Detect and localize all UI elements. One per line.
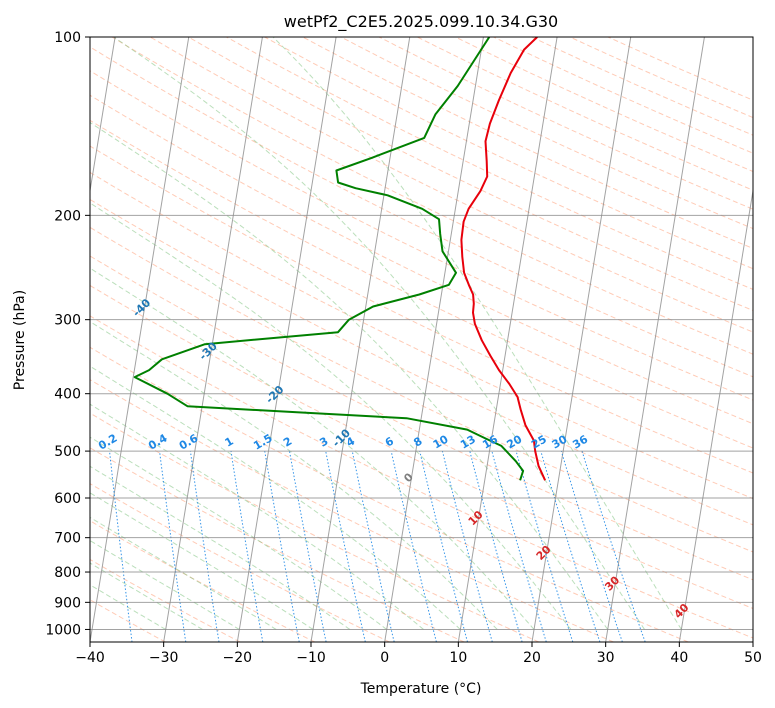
mixing-ratio-line	[325, 451, 366, 642]
y-tick-label: 1000	[45, 622, 81, 638]
x-tick-label: −30	[149, 650, 179, 666]
isotherm	[310, 37, 411, 642]
isotherm	[605, 37, 705, 642]
dry-adiabat	[493, 37, 753, 154]
isotherm	[531, 37, 632, 642]
moist-adiabat	[90, 492, 314, 630]
dry-adiabat	[90, 46, 753, 378]
plot-background	[90, 37, 753, 642]
isotherm	[236, 37, 337, 642]
y-tick-label: 800	[54, 565, 81, 581]
dry-adiabat	[455, 37, 753, 173]
mixing-ratio-line	[419, 450, 468, 642]
x-tick-label: 20	[523, 650, 541, 666]
dry-adiabat	[111, 37, 753, 355]
y-tick-label: 900	[54, 595, 81, 611]
y-tick-label: 200	[54, 208, 81, 224]
y-tick-label: 300	[54, 313, 81, 329]
temperature-line	[460, 37, 547, 481]
moist-adiabat	[272, 37, 682, 630]
x-tick-label: −40	[75, 650, 105, 666]
moist-adiabat	[90, 121, 609, 630]
mixing-ratio-line	[351, 451, 395, 642]
background-lines	[90, 37, 753, 642]
isotherm	[90, 37, 116, 194]
mixing-ratio-line	[540, 450, 601, 642]
dry-adiabat	[340, 37, 753, 230]
y-tick-label: 500	[54, 444, 81, 460]
dry-adiabat	[90, 315, 753, 639]
moist-adiabat	[90, 202, 572, 630]
mixing-ratio-line	[441, 450, 493, 642]
y-tick-label: 600	[54, 491, 81, 507]
mixing-ratio-line	[560, 450, 623, 642]
moist-adiabat	[90, 321, 498, 630]
dry-adiabat	[264, 37, 753, 270]
dry-adiabat	[90, 346, 689, 642]
moist-adiabat	[90, 403, 424, 630]
x-axis-label: Temperature (°C)	[360, 681, 482, 697]
isotherm	[384, 37, 484, 642]
y-tick-label: 400	[54, 387, 81, 403]
dry-adiabat	[90, 520, 315, 642]
dry-adiabat	[90, 284, 753, 610]
y-tick-label: 100	[54, 30, 81, 46]
dewpoint-line	[133, 37, 525, 481]
plot-frame	[89, 36, 754, 643]
dry-adiabat	[90, 198, 753, 526]
moist-adiabat	[90, 436, 387, 630]
x-tick-label: −20	[223, 650, 253, 666]
x-tick-label: 40	[670, 650, 688, 666]
chart-title: wetPf2_C2E5.2025.099.10.34.G30	[284, 12, 558, 32]
x-tick-label: 0	[380, 650, 389, 666]
y-axis-label: Pressure (hPa)	[12, 290, 28, 390]
sounding-profiles	[133, 37, 547, 481]
mixing-ratio-line	[469, 450, 523, 642]
x-tick-label: 10	[449, 650, 467, 666]
moist-adiabat	[90, 267, 535, 630]
mixing-ratio-line	[491, 450, 547, 642]
mixing-ratio-line	[390, 450, 437, 642]
mixing-ratio-line	[581, 450, 646, 642]
isotherm	[678, 187, 753, 642]
x-tick-label: −10	[296, 650, 326, 666]
isotherm	[90, 37, 190, 642]
dry-adiabat	[149, 37, 753, 333]
axes: −40 −30 −20 −10 0 10 20 30 40 50 100 200 300 400 500 60…	[45, 30, 762, 666]
dry-adiabat	[90, 255, 753, 581]
dry-adiabat	[90, 226, 753, 553]
dry-adiabat	[531, 37, 753, 136]
x-tick-label: 50	[744, 650, 762, 666]
y-tick-label: 700	[54, 531, 81, 547]
isotherm	[752, 638, 753, 642]
x-tick-label: 30	[597, 650, 615, 666]
dry-adiabat	[302, 37, 753, 249]
dry-adiabat	[90, 145, 753, 474]
mixing-ratio-line	[515, 450, 574, 642]
isotherm	[163, 37, 263, 642]
moist-adiabat	[90, 584, 166, 630]
isotherm	[457, 37, 558, 642]
dry-adiabat	[90, 119, 753, 449]
dry-adiabat	[90, 94, 753, 425]
